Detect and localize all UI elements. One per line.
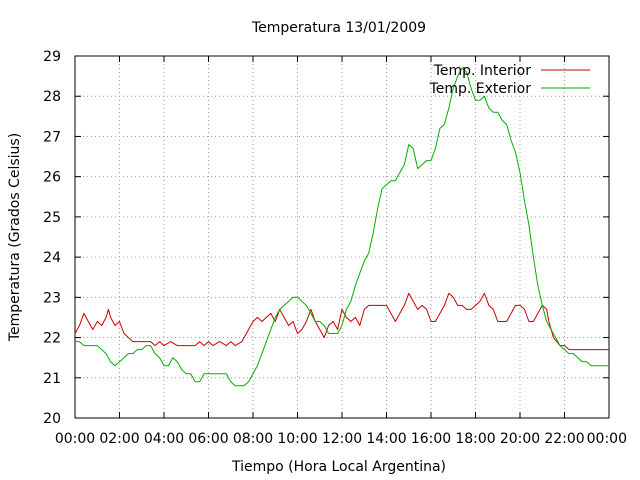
y-axis-label: Temperatura (Grados Celsius) <box>7 133 23 342</box>
series-line-exterior <box>75 67 609 387</box>
chart-title: Temperatura 13/01/2009 <box>251 20 426 36</box>
y-tick-label: 20 <box>43 411 61 427</box>
x-axis-tick-labels: 00:00 02:00 04:00 06:00 08:00 10:00 12:00 14:00… <box>55 431 627 447</box>
x-axis-label: Tiempo (Hora Local Argentina) <box>231 459 446 475</box>
x-tick-label: 10:00 <box>277 431 317 447</box>
x-tick-label: 08:00 <box>233 431 273 447</box>
y-tick-label: 26 <box>43 170 61 186</box>
series-lines <box>74 67 609 387</box>
x-tick-label: 04:00 <box>144 431 184 447</box>
y-axis-tick-labels: 20 21 22 23 24 25 26 27 28 29 <box>43 49 61 427</box>
x-tick-label: 18:00 <box>455 431 495 447</box>
y-tick-label: 22 <box>43 331 61 347</box>
y-tick-label: 29 <box>43 49 61 65</box>
y-tick-label: 28 <box>43 89 61 105</box>
x-tick-label: 16:00 <box>411 431 451 447</box>
axis-ticks <box>74 55 610 419</box>
x-tick-label: 00:00 <box>55 431 95 447</box>
y-tick-label: 27 <box>43 129 61 145</box>
x-tick-label: 06:00 <box>188 431 228 447</box>
y-tick-label: 21 <box>43 371 61 387</box>
y-tick-label: 24 <box>43 250 61 266</box>
legend-label-exterior: Temp. Exterior <box>429 81 532 97</box>
legend-label-interior: Temp. Interior <box>433 63 532 79</box>
x-tick-label: 00:00 <box>587 431 627 447</box>
x-tick-label: 12:00 <box>322 431 362 447</box>
x-tick-label: 22:00 <box>544 431 584 447</box>
legend: Temp. Interior Temp. Exterior <box>429 63 590 97</box>
x-tick-label: 20:00 <box>500 431 540 447</box>
y-tick-label: 23 <box>43 290 61 306</box>
grid-lines <box>75 56 609 418</box>
y-tick-label: 25 <box>43 210 61 226</box>
x-tick-label: 14:00 <box>366 431 406 447</box>
x-tick-label: 02:00 <box>99 431 139 447</box>
series-line-interior <box>74 292 609 351</box>
